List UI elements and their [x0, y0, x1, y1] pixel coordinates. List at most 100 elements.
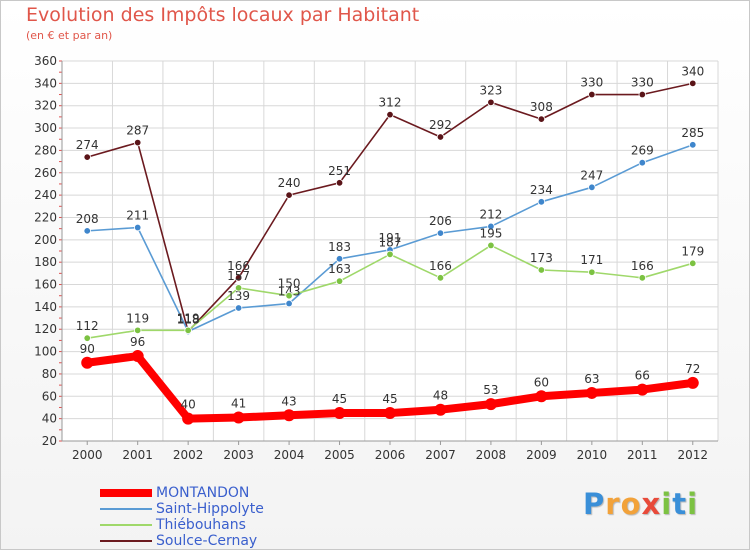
y-tick-label: 320 — [34, 99, 57, 113]
data-label: 330 — [631, 76, 654, 90]
x-tick-label: 2003 — [223, 448, 254, 462]
data-point — [234, 304, 243, 312]
data-point — [585, 386, 598, 399]
data-point — [436, 133, 445, 141]
legend-label: Saint-Hippolyte — [156, 501, 264, 517]
data-point — [182, 412, 195, 425]
data-point — [81, 356, 94, 369]
x-tick-label: 2007 — [425, 448, 456, 462]
data-label: 212 — [479, 207, 502, 221]
data-label: 287 — [126, 124, 149, 138]
data-label: 119 — [126, 311, 149, 325]
data-point — [686, 376, 699, 389]
data-point — [131, 350, 144, 363]
data-label: 112 — [76, 319, 99, 333]
data-label: 323 — [479, 83, 502, 97]
data-label: 195 — [479, 226, 502, 240]
legend-item: MONTANDON — [100, 485, 249, 501]
data-label: 150 — [278, 277, 301, 291]
data-point — [537, 115, 546, 123]
x-tick-label: 2005 — [324, 448, 355, 462]
data-point — [638, 90, 647, 99]
data-point — [484, 398, 497, 411]
data-label: 166 — [429, 259, 452, 273]
data-point — [234, 284, 243, 292]
x-tick-label: 2009 — [526, 448, 557, 462]
data-point — [689, 259, 697, 267]
data-point — [234, 274, 243, 282]
data-point — [636, 383, 649, 396]
data-point — [133, 138, 142, 147]
data-point — [487, 241, 495, 250]
y-tick-label: 40 — [42, 412, 57, 426]
data-point — [335, 277, 344, 285]
proxiti-logo: Proxiti — [583, 487, 699, 521]
x-tick-label: 2012 — [677, 448, 708, 462]
legend-swatch — [100, 540, 152, 542]
data-label: 179 — [681, 244, 704, 258]
data-label: 166 — [631, 259, 654, 273]
data-label: 191 — [379, 231, 402, 245]
data-point — [434, 403, 447, 416]
data-label: 60 — [534, 375, 549, 389]
y-tick-label: 220 — [34, 210, 57, 224]
x-tick-label: 2001 — [122, 448, 153, 462]
legend-label: Thiébouhans — [156, 517, 246, 533]
data-point — [133, 326, 142, 335]
data-point — [232, 411, 245, 424]
data-label: 66 — [635, 369, 650, 383]
legend-swatch — [100, 524, 152, 526]
data-label: 41 — [231, 397, 246, 411]
data-label: 211 — [126, 209, 149, 223]
data-point — [588, 268, 596, 276]
x-tick-label: 2011 — [627, 448, 658, 462]
data-point — [335, 179, 344, 187]
data-point — [335, 255, 344, 263]
y-tick-label: 120 — [34, 322, 57, 336]
data-label: 208 — [76, 212, 99, 226]
data-point — [535, 390, 548, 403]
data-label: 118 — [177, 312, 200, 326]
y-tick-label: 200 — [34, 233, 57, 247]
data-point — [283, 409, 296, 422]
data-point — [285, 292, 293, 300]
data-point — [487, 98, 495, 107]
data-label: 234 — [530, 183, 553, 197]
x-tick-label: 2004 — [274, 448, 305, 462]
data-point — [436, 229, 445, 237]
data-label: 247 — [580, 168, 603, 182]
y-tick-label: 100 — [34, 345, 57, 359]
legend-item: Saint-Hippolyte — [100, 501, 264, 517]
y-tick-label: 140 — [34, 300, 57, 314]
y-tick-label: 260 — [34, 166, 57, 180]
x-tick-label: 2002 — [173, 448, 204, 462]
data-label: 240 — [278, 176, 301, 190]
data-label: 119 — [177, 311, 200, 325]
data-point — [638, 274, 647, 282]
data-label: 163 — [328, 262, 351, 276]
y-tick-label: 80 — [42, 367, 57, 381]
y-tick-label: 300 — [34, 121, 57, 135]
data-point — [588, 90, 596, 99]
data-point — [285, 299, 293, 308]
data-label: 118 — [177, 312, 200, 326]
data-point — [285, 191, 293, 199]
data-label: 308 — [530, 100, 553, 114]
data-point — [689, 141, 697, 149]
x-tick-label: 2006 — [375, 448, 406, 462]
data-point — [386, 250, 394, 259]
data-label: 53 — [483, 383, 498, 397]
data-point — [537, 266, 546, 274]
data-point — [386, 110, 394, 119]
x-tick-label: 2000 — [72, 448, 103, 462]
data-label: 206 — [429, 214, 452, 228]
data-point — [588, 183, 596, 191]
data-label: 40 — [181, 398, 196, 412]
data-label: 45 — [332, 392, 347, 406]
data-label: 72 — [685, 362, 700, 376]
data-label: 45 — [382, 392, 397, 406]
data-point — [133, 223, 142, 232]
y-tick-label: 180 — [34, 255, 57, 269]
y-tick-label: 360 — [34, 54, 57, 68]
